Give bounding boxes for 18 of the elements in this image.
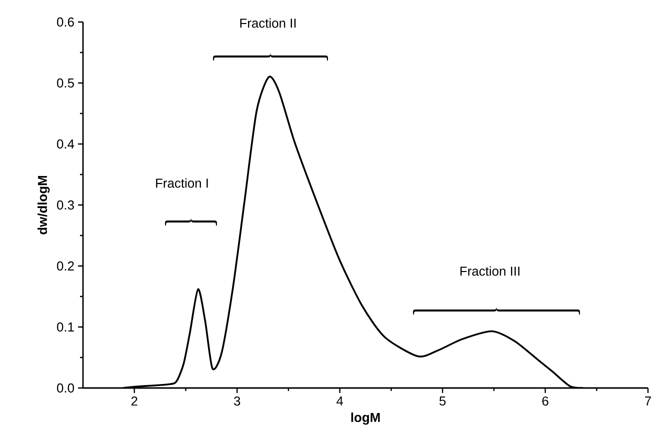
x-tick-label: 4: [336, 396, 344, 406]
y-tick-label: 0.2: [56, 261, 74, 271]
x-tick-label: 3: [234, 396, 240, 406]
y-axis-title: dw/dlogM: [38, 176, 50, 234]
x-axis-title: logM: [351, 412, 380, 425]
annotation: Fraction I: [156, 178, 208, 188]
y-tick-label: 0.0: [56, 383, 74, 393]
y-tick-label: 0.3: [56, 200, 74, 210]
x-tick-label: 5: [439, 396, 446, 406]
y-tick-label: 0.4: [56, 139, 74, 149]
y-tick-label: 0.5: [56, 78, 74, 88]
x-tick-label: 2: [131, 396, 138, 406]
x-tick-label: 7: [645, 396, 651, 406]
y-tick-label: 0.6: [56, 17, 74, 27]
y-tick-label: 0.1: [56, 322, 74, 332]
annotation: Fraction II: [240, 18, 296, 28]
x-tick-label: 6: [542, 396, 548, 406]
annotation: Fraction III: [460, 266, 520, 276]
